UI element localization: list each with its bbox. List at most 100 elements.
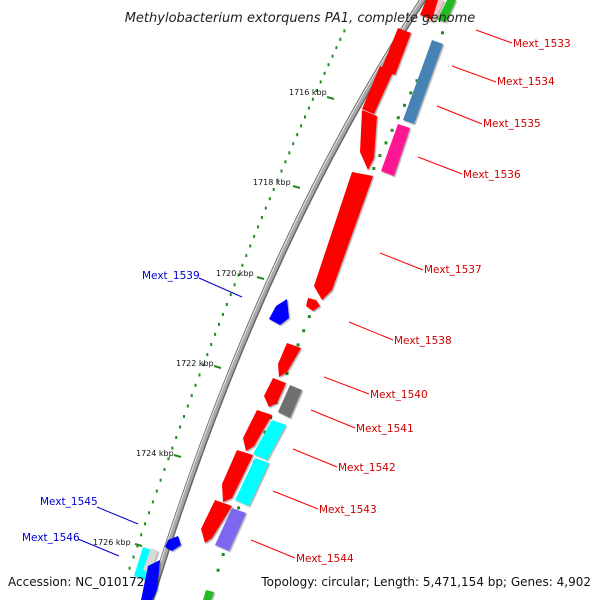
gene-mext-1544-arrow[interactable] (201, 500, 232, 543)
inner-dot (257, 225, 259, 229)
leader-mext-1543 (272, 490, 319, 510)
gene-mext-1543-arrow[interactable] (222, 450, 253, 502)
inner-dot (190, 394, 193, 398)
inner-dot (288, 151, 291, 155)
tick-label-1726: 1726 kbp (93, 538, 131, 547)
tick-mark-1726 (134, 543, 143, 547)
gene-labels: Mext_1533 Mext_1534 Mext_1535 Mext_1536 … (22, 38, 571, 565)
gene-label-mext-1544[interactable]: Mext_1544 (296, 553, 354, 565)
leader-mext-1544 (250, 539, 296, 559)
outer-dot (372, 167, 376, 170)
outer-dot (403, 103, 406, 107)
gene-mext-1533-arrow[interactable] (420, 0, 438, 20)
gene-mext-1542-arrow[interactable] (243, 410, 272, 451)
tick-mark-1724 (173, 454, 182, 458)
gene-mext-1538-arrow[interactable] (306, 298, 320, 311)
inner-dot (296, 133, 299, 137)
inner-dot (225, 303, 228, 306)
gene-label-mext-1536[interactable]: Mext_1536 (463, 169, 521, 181)
gene-label-mext-1538[interactable]: Mext_1538 (394, 335, 452, 347)
gene-label-mext-1537[interactable]: Mext_1537 (424, 264, 482, 276)
gene-mext-1541-arrow[interactable] (264, 378, 286, 407)
tick-mark-1722 (213, 365, 222, 369)
inner-dot (155, 489, 158, 493)
gene-label-mext-1543[interactable]: Mext_1543 (319, 504, 377, 516)
outer-dot (285, 372, 289, 376)
outer-dot (396, 116, 400, 120)
inner-dot (167, 457, 170, 461)
accession-text: Accession: NC_010172 (8, 575, 144, 589)
gene-mext-1541-cog-box[interactable] (278, 385, 302, 418)
gene-mext-1535-arrow[interactable] (362, 66, 393, 114)
gene-mext-1533-cog-box[interactable] (437, 0, 456, 22)
inner-dot (292, 142, 295, 146)
position-ruler: 1716 kbp 1718 kbp 1720 kbp 1722 kbp 1724… (93, 88, 335, 547)
gene-label-mext-1546[interactable]: Mext_1546 (22, 532, 80, 544)
outer-dot (221, 553, 225, 556)
inner-dot (280, 169, 283, 173)
gene-label-mext-1539[interactable]: Mext_1539 (142, 270, 200, 282)
inner-dot (175, 436, 178, 439)
outer-dot (378, 154, 382, 158)
leader-mext-1541 (310, 409, 356, 429)
gene-mext-1536-cog-box[interactable] (381, 124, 410, 176)
gene-label-mext-1541[interactable]: Mext_1541 (356, 423, 414, 435)
gene-mext-1543-cog-box[interactable] (235, 458, 269, 506)
inner-dot (229, 293, 232, 297)
outer-dot (302, 329, 306, 333)
inner-dot (304, 115, 306, 119)
inner-dot (186, 404, 189, 408)
tick-label-1716: 1716 kbp (289, 88, 327, 97)
leader-mext-1545 (96, 506, 139, 525)
gene-mext-1537-arrow[interactable] (314, 172, 373, 300)
inner-dot (319, 80, 322, 84)
inner-dot (214, 332, 217, 336)
gene-mext-1542-cog-box[interactable] (253, 420, 286, 460)
gene-mext-1546-arrow[interactable] (141, 560, 160, 600)
tick-mark-1720 (256, 276, 265, 280)
outer-dot (263, 430, 267, 434)
inner-dot (241, 263, 244, 267)
gene-mext-1536-arrow[interactable] (360, 110, 377, 170)
gene-mext-1534-arrow[interactable] (381, 28, 411, 75)
gene-label-mext-1545[interactable]: Mext_1545 (40, 496, 98, 508)
inner-dot (140, 533, 143, 537)
map-title: Methylobacterium extorquens PA1, complet… (125, 11, 476, 26)
leader-mext-1539 (198, 277, 243, 298)
gene-mext-1540-arrow[interactable] (278, 343, 301, 377)
gene-mext-1534-cog-box[interactable] (403, 40, 443, 124)
outer-dot (415, 79, 419, 83)
gene-label-mext-1533[interactable]: Mext_1533 (513, 38, 571, 50)
inner-dot (202, 363, 205, 367)
outer-dot (409, 91, 413, 95)
leader-mext-1540 (323, 376, 370, 395)
gene-mext-1545-arrow[interactable] (165, 536, 181, 551)
tick-label-1722: 1722 kbp (176, 359, 214, 368)
leader-mext-1534 (451, 65, 497, 83)
inner-dot (183, 415, 185, 418)
gene-label-mext-1535[interactable]: Mext_1535 (483, 118, 541, 130)
gene-mext-1544-cog-box[interactable] (215, 508, 246, 551)
callout-leader-lines (77, 29, 513, 559)
outer-dot (307, 315, 311, 319)
gene-label-mext-1542[interactable]: Mext_1542 (338, 462, 396, 474)
inner-dot (171, 446, 174, 450)
tick-label-1724: 1724 kbp (136, 449, 174, 458)
inner-dot (343, 29, 346, 33)
inner-dot (132, 555, 135, 559)
outer-dot (384, 141, 388, 145)
gene-label-mext-1534[interactable]: Mext_1534 (497, 76, 555, 88)
inner-dot (311, 97, 314, 101)
feature-tracks (134, 0, 456, 600)
inner-dot (194, 383, 197, 387)
tick-mark-1716 (326, 96, 335, 100)
inner-dot (331, 54, 334, 58)
inner-dot (237, 273, 240, 277)
inner-dot (136, 544, 139, 548)
gene-mext-1539-arrow[interactable] (269, 299, 289, 325)
outer-dot (237, 506, 241, 510)
inner-dot (260, 216, 263, 219)
gene-label-mext-1540[interactable]: Mext_1540 (370, 389, 428, 401)
inner-dot (206, 353, 209, 357)
